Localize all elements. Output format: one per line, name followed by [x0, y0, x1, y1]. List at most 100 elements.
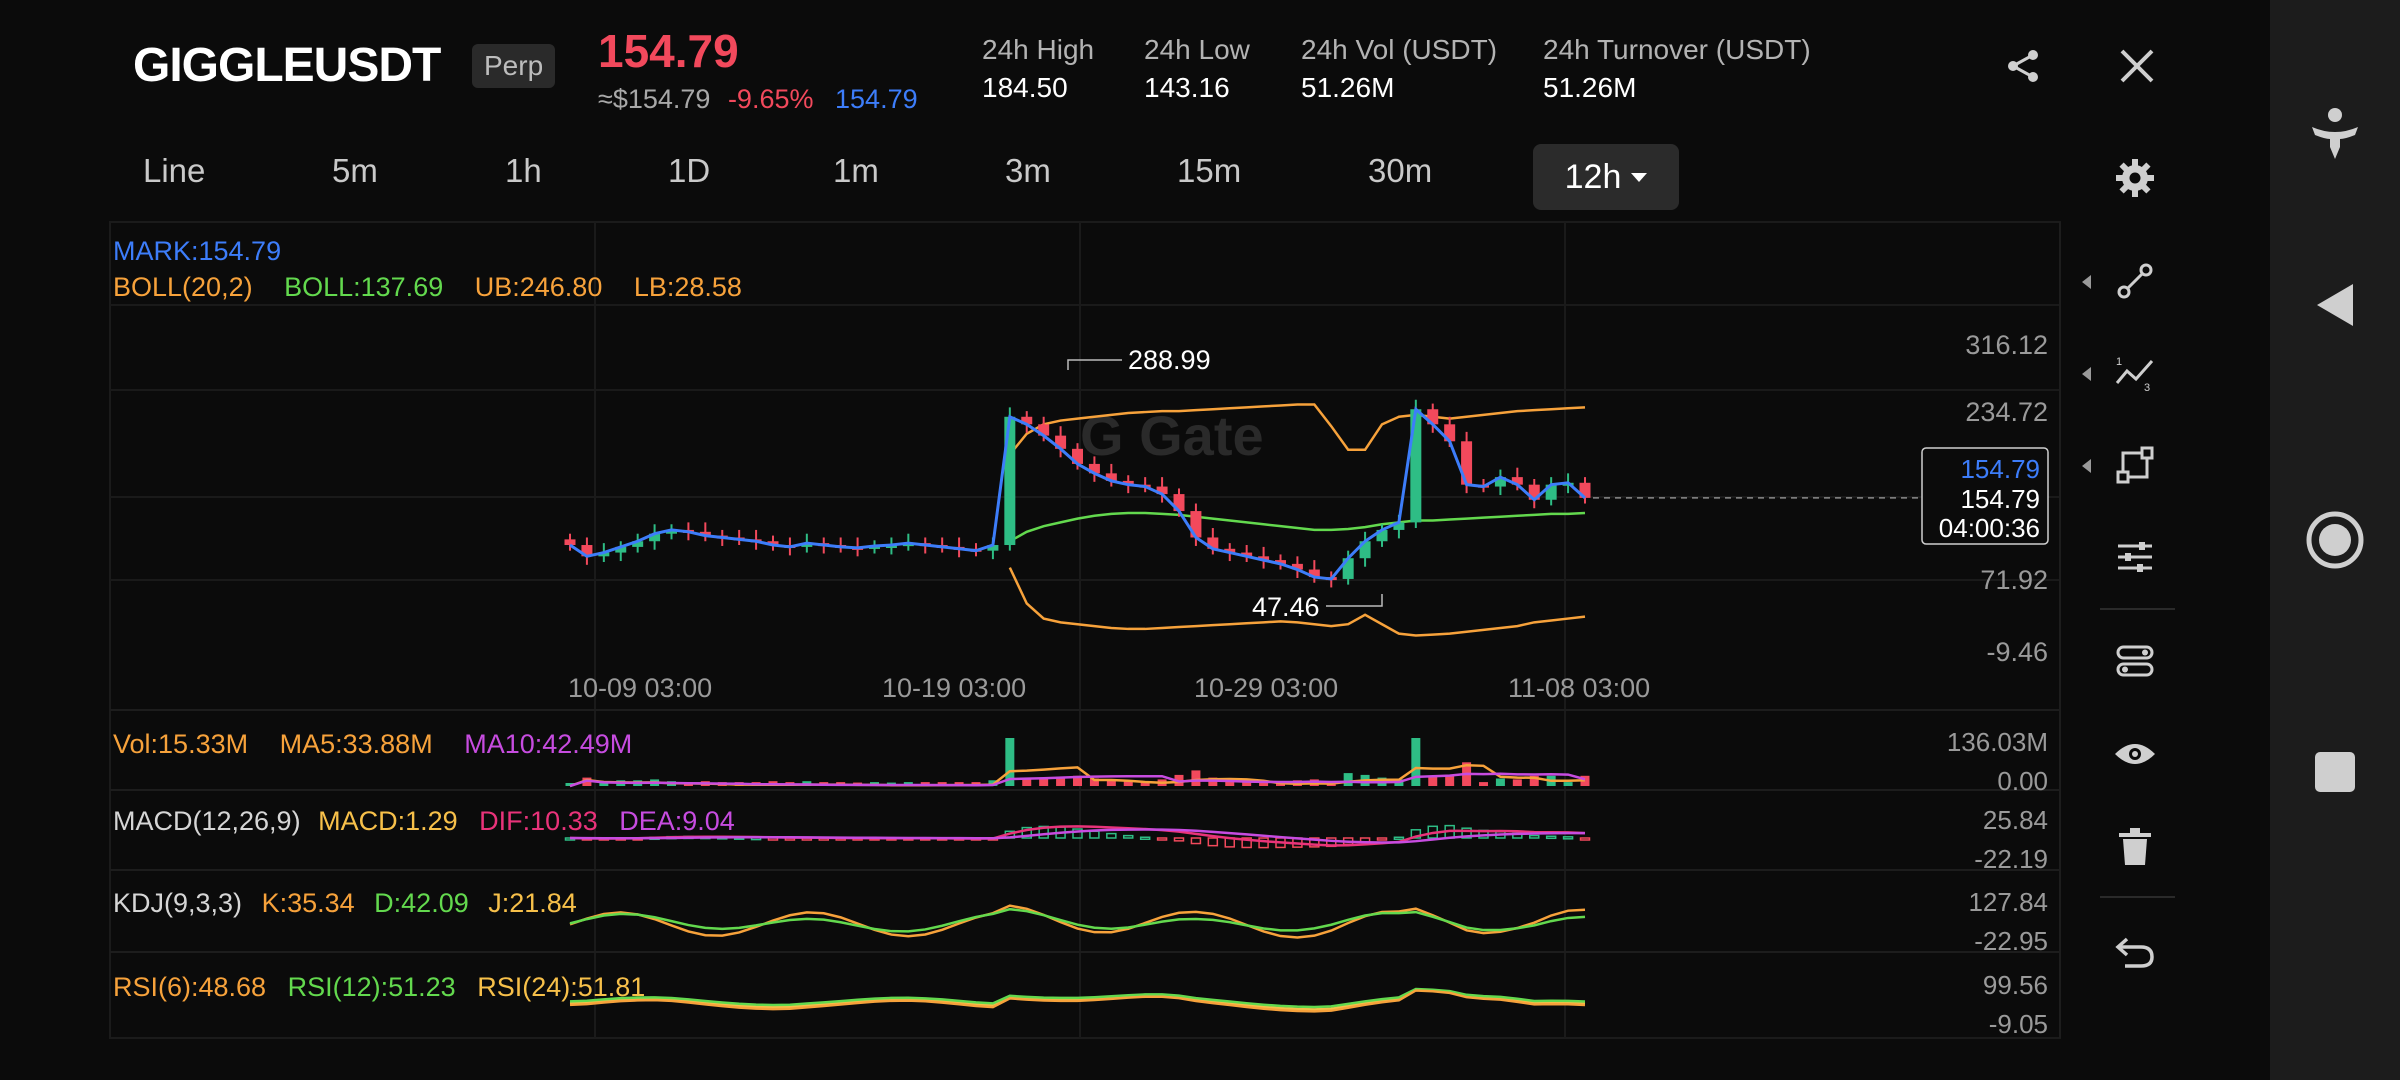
volume-axis-label: 136.03M — [1947, 727, 2048, 757]
tab-15m[interactable]: 15m — [1177, 152, 1242, 189]
macd-histogram-bar — [1207, 837, 1219, 847]
boll-name: BOLL(20,2) — [113, 272, 253, 302]
undo-icon[interactable] — [2080, 916, 2190, 986]
rsi12-line — [569, 987, 1586, 1009]
back-icon[interactable] — [2270, 255, 2400, 355]
candle-body — [1410, 409, 1422, 523]
candle-body — [1173, 494, 1185, 512]
trendline-icon[interactable] — [2080, 246, 2190, 316]
price-axis-label: -9.46 — [1986, 637, 2048, 667]
share-icon[interactable] — [1999, 42, 2047, 90]
candle-body — [1055, 435, 1067, 449]
candle-body — [1122, 480, 1134, 485]
gear-icon[interactable] — [2111, 154, 2159, 202]
bollinger-bands — [1008, 403, 1586, 637]
volume-bar — [1343, 773, 1353, 786]
volume-axis-label: 0.00 — [1997, 766, 2048, 796]
price-subline: ≈$154.79 -9.65% 154.79 — [598, 84, 918, 115]
indicators-icon[interactable] — [2080, 522, 2190, 592]
high-marker-line — [1067, 359, 1122, 370]
candle-body — [649, 533, 661, 542]
chevron-down-icon — [1631, 172, 1648, 182]
macd-histogram-bar — [1461, 827, 1472, 839]
macd-histogram-bar — [1123, 834, 1134, 839]
price-box-mark: 154.79 — [1960, 454, 2040, 484]
tool-expand-arrow[interactable] — [2082, 275, 2091, 289]
boll-lower-line — [1008, 567, 1586, 637]
candle-body — [1105, 473, 1117, 481]
kdj-d-line — [569, 907, 1586, 933]
stat-value: 51.26M — [1301, 72, 1395, 103]
candle-body — [1528, 484, 1540, 500]
eye-icon[interactable] — [2080, 719, 2190, 789]
candle-body — [1359, 541, 1371, 559]
macd-histogram-bar — [1106, 832, 1117, 839]
macd-histogram-bar — [1089, 830, 1100, 839]
volume-bar — [1106, 779, 1116, 786]
time-axis-label: 10-29 03:00 — [1194, 673, 1338, 703]
symbol-title[interactable]: GIGGLEUSDT — [133, 39, 441, 92]
candle-body — [1545, 484, 1557, 500]
toolbar-divider — [2100, 608, 2175, 610]
kdj-j: J:21.84 — [488, 888, 577, 918]
volume-bar — [1259, 781, 1269, 786]
recents-icon[interactable] — [2270, 722, 2400, 822]
rsi24: RSI(24):51.81 — [477, 972, 646, 1002]
tab-30m[interactable]: 30m — [1368, 152, 1433, 189]
svg-text:1: 1 — [2116, 356, 2122, 368]
tab-1h[interactable]: 1h — [505, 152, 542, 189]
high-marker-label: 288.99 — [1128, 345, 1211, 375]
accessibility-icon[interactable] — [2270, 85, 2400, 185]
low-marker-label: 47.46 — [1252, 592, 1320, 622]
volume-bar — [1073, 775, 1082, 786]
macd-histogram-bar — [1258, 837, 1269, 849]
chart-overlays: 316.12 234.72 71.92 -9.46 10-09 03:00 10-19 0… — [568, 330, 2049, 1039]
low-marker-line — [1326, 594, 1383, 607]
tab-12h-dropdown[interactable]: 12h — [1533, 144, 1679, 210]
tab-3m[interactable]: 3m — [1005, 152, 1051, 189]
candle-body — [598, 552, 610, 557]
layers-icon[interactable] — [2080, 626, 2190, 696]
rsi-axis-label: -9.05 — [1989, 1009, 2048, 1039]
macd-histogram-bar — [1038, 825, 1049, 839]
stat-24h-vol: 24h Vol (USDT) 51.26M — [1301, 34, 1497, 104]
volume-bar — [1191, 770, 1201, 786]
volume-bar — [1445, 774, 1455, 786]
tab-1d[interactable]: 1D — [668, 152, 711, 189]
shape-icon[interactable] — [2080, 430, 2190, 500]
boll-upper-line — [1008, 403, 1586, 456]
candle-body — [1444, 424, 1456, 442]
candle-body — [632, 541, 644, 547]
close-icon[interactable] — [2113, 42, 2161, 90]
kdj-legend: KDJ(9,3,3) K:35.34 D:42.09 J:21.84 — [113, 888, 577, 919]
stat-value: 143.16 — [1144, 72, 1230, 103]
tool-expand-arrow[interactable] — [2082, 459, 2091, 473]
volume-bar — [1495, 778, 1505, 786]
macd-histogram-bar — [1139, 836, 1151, 840]
tab-1m[interactable]: 1m — [833, 152, 879, 189]
tab-line[interactable]: Line — [143, 152, 206, 189]
candle-body — [1156, 486, 1168, 495]
candle-body — [801, 543, 813, 547]
vol-value: Vol:15.33M — [113, 729, 249, 759]
vol-ma5: MA5:33.88M — [279, 729, 433, 759]
macd-histogram-bar — [1241, 837, 1252, 849]
volume-bar — [1529, 775, 1539, 786]
rsi12: RSI(12):51.23 — [287, 972, 456, 1002]
stat-24h-turnover: 24h Turnover (USDT) 51.26M — [1543, 34, 1811, 104]
candle-body — [1393, 522, 1405, 530]
candle-body — [1511, 477, 1523, 485]
tab-5m[interactable]: 5m — [332, 152, 378, 189]
tool-expand-arrow[interactable] — [2082, 367, 2091, 381]
stat-label: 24h Vol (USDT) — [1301, 34, 1498, 65]
boll-ub: UB:246.80 — [474, 272, 603, 302]
time-axis-label: 10-09 03:00 — [568, 673, 712, 703]
candle-body — [666, 529, 677, 534]
vol-ma10: MA10:42.49M — [464, 729, 633, 759]
chart-panel[interactable]: G Gate 316.12 234.72 71.92 -9.46 10-09 03:00… — [0, 0, 2270, 1080]
volume-bar — [1140, 782, 1150, 786]
boll-mid: BOLL:137.69 — [284, 272, 444, 302]
home-icon[interactable] — [2270, 490, 2400, 590]
trash-icon[interactable] — [2080, 812, 2190, 882]
